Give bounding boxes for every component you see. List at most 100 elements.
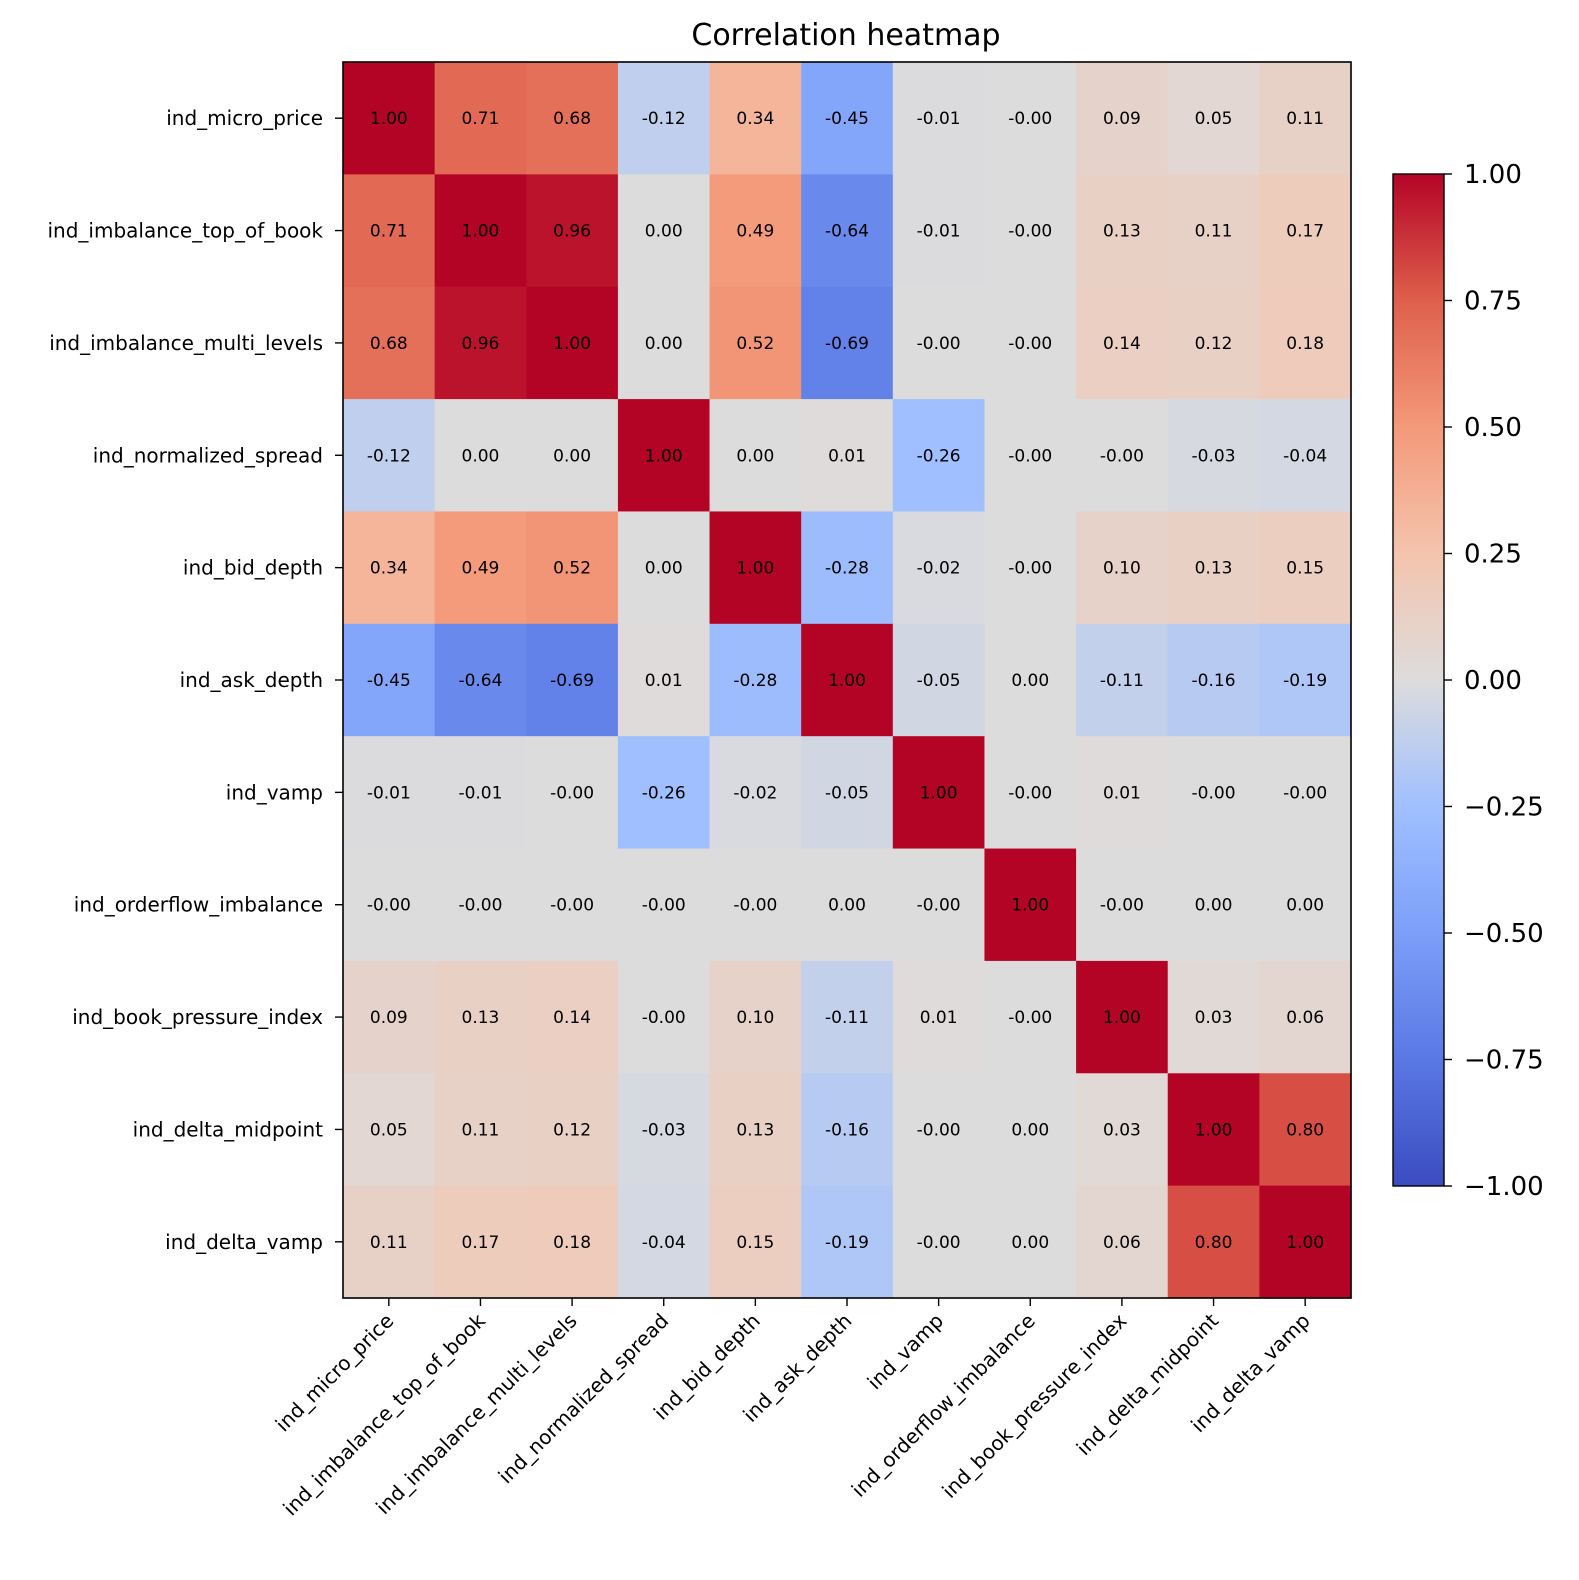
y-tick-label: ind_normalized_spread [93,443,323,467]
cell-value-label: 0.96 [462,334,500,354]
heatmap-cell [434,511,527,625]
heatmap-cell [1259,1073,1352,1187]
heatmap-cell [1259,399,1352,513]
cell-value-label: -0.05 [825,783,869,803]
heatmap-cell [1167,174,1260,288]
heatmap-cell [343,1073,436,1187]
colorbar-tick-label: 1.00 [1464,160,1522,190]
heatmap-cell [1167,960,1260,1074]
cell-value-label: -0.05 [917,671,961,691]
heatmap-cell [892,623,986,737]
y-axis: ind_micro_price ind_imbalance_top_of_book… [47,106,343,1254]
cell-value-label: 0.00 [553,446,591,466]
cell-value-label: 0.00 [1011,1120,1049,1140]
heatmap-cell [1076,62,1169,175]
cell-value-label: -0.16 [825,1120,869,1140]
heatmap-cell [617,62,711,175]
heatmap-cell [526,511,619,625]
x-axis: ind_micro_priceind_imbalance_top_of_book… [271,1298,1315,1520]
heatmap-cell [526,623,619,737]
cell-value-label: -0.00 [550,896,594,916]
cell-value-label: -0.01 [917,222,961,242]
cell-value-label: -0.28 [733,671,777,691]
cell-value-label: -0.12 [642,109,686,129]
heatmap-cell [343,848,436,962]
heatmap-cell [1076,511,1169,625]
heatmap-cell [984,960,1077,1074]
heatmap-cell [709,960,802,1074]
cell-value-label: 0.49 [736,222,774,242]
cell-value-label: 0.15 [1286,559,1324,579]
heatmap-cell [434,623,527,737]
heatmap-cell [1167,623,1260,737]
heatmap-cell [984,1073,1077,1187]
x-tick-label: ind_orderflow_imbalance [847,1309,1040,1502]
colorbar-tick-label: −1.00 [1464,1172,1544,1202]
heatmap-cell [984,1185,1077,1299]
heatmap-cell [892,286,986,400]
heatmap-cell [434,399,527,513]
heatmap-cell [801,1073,894,1187]
cell-value-label: 0.13 [736,1120,774,1140]
cell-value-label: 0.68 [553,109,591,129]
cell-value-label: -0.00 [1008,222,1052,242]
heatmap-cell [1167,1073,1260,1187]
heatmap-cell [801,399,894,513]
heatmap-cell [343,960,436,1074]
colorbar-tick-label: 0.00 [1464,666,1522,696]
cell-value-label: -0.00 [733,896,777,916]
heatmap-cell [984,848,1077,962]
heatmap-cell [892,1073,986,1187]
cell-value-label: 0.00 [645,222,683,242]
colorbar-tick-label: 0.50 [1464,413,1522,443]
heatmap-cell [801,62,894,175]
cell-value-label: -0.28 [825,559,869,579]
heatmap-cell [617,623,711,737]
heatmap-cell [434,62,527,175]
heatmap-cell [1076,174,1169,288]
cell-value-label: 0.52 [736,334,774,354]
cell-value-label: 0.10 [736,1008,774,1028]
cell-value-label: 0.00 [1195,896,1233,916]
cell-value-label: -0.02 [733,783,777,803]
heatmap-cell [1076,286,1169,400]
cell-value-label: -0.00 [1100,896,1144,916]
heatmap-cell [526,736,619,850]
cell-value-label: 0.10 [1103,559,1141,579]
heatmap-cell [434,736,527,850]
cell-value-label: -0.00 [1100,446,1144,466]
cell-value-label: 0.06 [1286,1008,1324,1028]
cell-value-label: 0.00 [1011,671,1049,691]
cell-value-label: -0.00 [1192,783,1236,803]
heatmap-cell [526,174,619,288]
heatmap-cell [709,623,802,737]
heatmap-cell [343,62,436,175]
cell-value-label: 0.00 [828,896,866,916]
cell-value-label: 0.00 [645,559,683,579]
heatmap-cell [1076,1185,1169,1299]
cell-value-label: -0.01 [367,783,411,803]
cell-value-label: 0.15 [736,1233,774,1253]
heatmap-cell [526,1073,619,1187]
cell-value-label: 0.00 [1286,896,1324,916]
cell-value-label: 0.01 [920,1008,958,1028]
heatmap-cell [617,960,711,1074]
heatmap-cell [1167,848,1260,962]
heatmap-cell [617,736,711,850]
heatmap-cell [1167,1185,1260,1299]
heatmap-cell [801,736,894,850]
heatmap-cell [434,1185,527,1299]
cell-value-label: -0.11 [1100,671,1144,691]
cell-value-label: 0.11 [370,1233,408,1253]
x-tick-label: ind_normalized_spread [494,1309,674,1489]
heatmap-cell [617,1073,711,1187]
heatmap-cell [709,174,802,288]
cell-value-label: -0.00 [1008,559,1052,579]
cell-value-label: -0.04 [642,1233,686,1253]
y-tick-label: ind_ask_depth [180,668,323,692]
cell-value-label: 0.13 [1103,222,1141,242]
cell-value-label: 0.11 [462,1120,500,1140]
heatmap-cell [801,623,894,737]
heatmap-cell [526,1185,619,1299]
